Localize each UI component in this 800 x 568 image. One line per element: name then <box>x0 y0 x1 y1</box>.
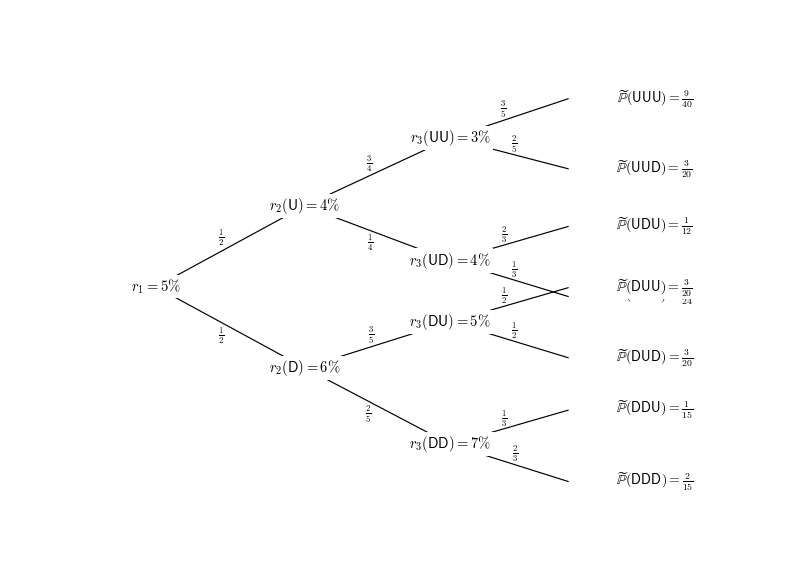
Text: $\widetilde{\mathbb{P}}(\mathsf{DDU}) = \frac{1}{15}$: $\widetilde{\mathbb{P}}(\mathsf{DDU}) = … <box>616 399 694 421</box>
Text: $r_3(\mathsf{DU}) = 5\%$: $r_3(\mathsf{DU}) = 5\%$ <box>410 312 491 332</box>
Text: $r_3(\mathsf{DD}) = 7\%$: $r_3(\mathsf{DD}) = 7\%$ <box>410 435 491 454</box>
Text: $\frac{3}{5}$: $\frac{3}{5}$ <box>500 99 506 120</box>
Text: $\widetilde{\mathbb{P}}(\mathsf{UUU}) = \frac{9}{40}$: $\widetilde{\mathbb{P}}(\mathsf{UUU}) = … <box>617 88 693 110</box>
Text: $\widetilde{\mathbb{P}}(\mathsf{DUU}) = \frac{3}{20}$: $\widetilde{\mathbb{P}}(\mathsf{DUU}) = … <box>617 277 694 299</box>
Text: $\widetilde{\mathbb{P}}(\mathsf{DUD}) = \frac{3}{20}$: $\widetilde{\mathbb{P}}(\mathsf{DUD}) = … <box>616 347 694 369</box>
Text: $r_2(\mathsf{U}) = 4\%$: $r_2(\mathsf{U}) = 4\%$ <box>269 196 340 216</box>
Text: $\frac{1}{2}$: $\frac{1}{2}$ <box>218 325 224 346</box>
Text: $\frac{2}{5}$: $\frac{2}{5}$ <box>510 134 517 155</box>
Text: $\frac{1}{3}$: $\frac{1}{3}$ <box>511 260 518 280</box>
Text: $r_2(\mathsf{D}) = 6\%$: $r_2(\mathsf{D}) = 6\%$ <box>269 358 340 378</box>
Text: $\frac{3}{5}$: $\frac{3}{5}$ <box>368 324 374 346</box>
Text: $\frac{1}{4}$: $\frac{1}{4}$ <box>367 232 374 253</box>
Text: $\frac{2}{3}$: $\frac{2}{3}$ <box>511 444 518 465</box>
Text: $\frac{1}{3}$: $\frac{1}{3}$ <box>501 408 507 429</box>
Text: $\widetilde{\mathbb{P}}(\mathsf{DDD}) = \frac{2}{15}$: $\widetilde{\mathbb{P}}(\mathsf{DDD}) = … <box>616 470 694 492</box>
Text: $\frac{1}{2}$: $\frac{1}{2}$ <box>511 321 518 341</box>
Text: $\widetilde{\mathbb{P}}(\mathsf{UUD}) = \frac{3}{20}$: $\widetilde{\mathbb{P}}(\mathsf{UUD}) = … <box>617 158 694 179</box>
Text: $\widetilde{\mathbb{P}}(\mathsf{UDD}) = \frac{1}{24}$: $\widetilde{\mathbb{P}}(\mathsf{UDD}) = … <box>616 286 694 307</box>
Text: $\frac{2}{5}$: $\frac{2}{5}$ <box>366 404 372 425</box>
Text: $\widetilde{\mathbb{P}}(\mathsf{UDU}) = \frac{1}{12}$: $\widetilde{\mathbb{P}}(\mathsf{UDU}) = … <box>617 216 694 237</box>
Text: $\frac{2}{3}$: $\frac{2}{3}$ <box>501 224 507 245</box>
Text: $r_3(\mathsf{UU}) = 3\%$: $r_3(\mathsf{UU}) = 3\%$ <box>410 128 491 148</box>
Text: $r_3(\mathsf{UD}) = 4\%$: $r_3(\mathsf{UD}) = 4\%$ <box>410 250 491 270</box>
Text: $\frac{1}{2}$: $\frac{1}{2}$ <box>218 228 224 248</box>
Text: $\frac{1}{2}$: $\frac{1}{2}$ <box>501 286 507 306</box>
Text: $\frac{3}{4}$: $\frac{3}{4}$ <box>366 153 373 173</box>
Text: $r_1 = 5\%$: $r_1 = 5\%$ <box>131 278 181 296</box>
